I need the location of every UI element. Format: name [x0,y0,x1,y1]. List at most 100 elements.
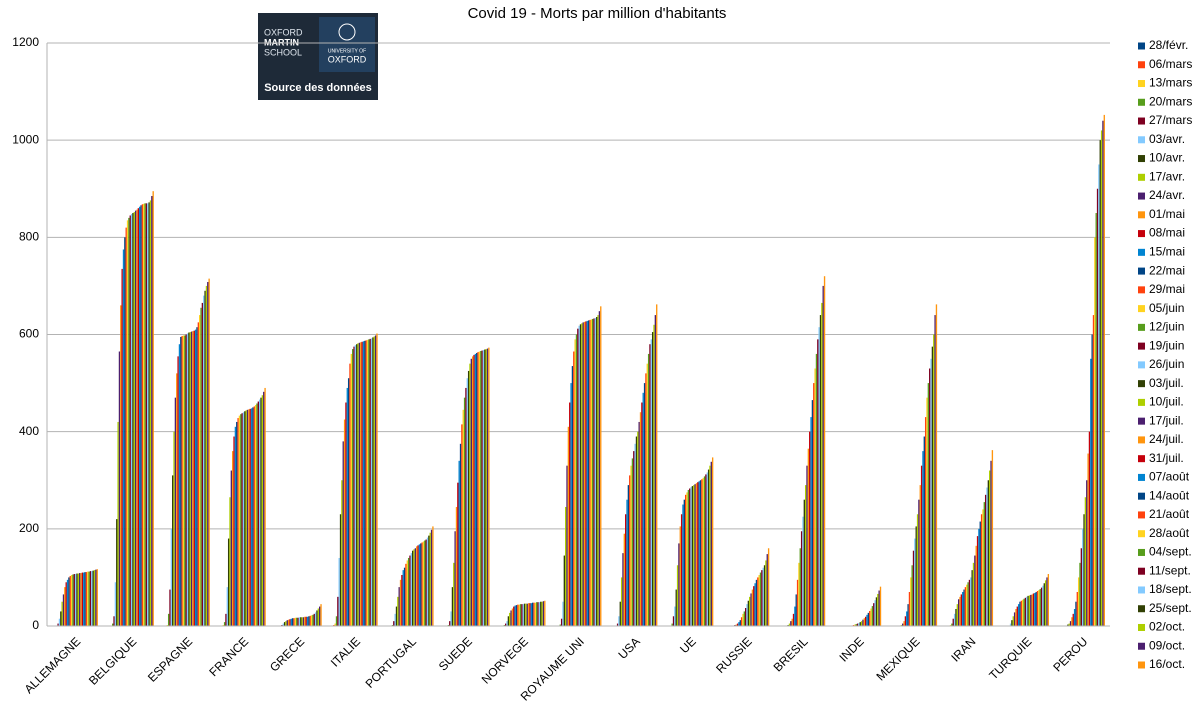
legend-label: 03/avr. [1149,132,1185,146]
bar [1032,593,1035,626]
bar [902,623,904,626]
bar [193,330,195,626]
bar [453,562,455,626]
bar [68,577,70,626]
bar [89,571,92,626]
bar [694,484,696,626]
bar [76,573,78,626]
bar [761,570,763,626]
bar [622,553,624,626]
legend-label: 24/avr. [1149,188,1185,202]
bar [766,554,768,626]
bar [240,414,242,626]
bar [412,550,414,626]
bar [966,584,968,626]
bar [912,550,915,626]
bar [933,334,935,626]
bar [806,465,808,626]
bar [804,485,807,626]
bar [485,349,487,626]
bar [185,334,187,626]
bar [983,502,985,626]
bar [582,322,584,626]
x-tick-label: PEROU [1050,634,1090,674]
bar [223,622,226,626]
y-tick-label: 0 [32,618,39,632]
bar [871,606,874,626]
bar [1076,591,1078,626]
bar [339,514,342,626]
bar [298,617,301,626]
legend-label: 13/mars [1149,76,1192,90]
bar [907,604,909,626]
bar [250,408,253,626]
bar [526,603,528,626]
legend-label: 12/juin [1149,320,1184,334]
bar [538,602,541,626]
legend-swatch [1138,417,1145,425]
bar [394,613,396,626]
bar [631,458,634,626]
bar [970,577,972,626]
bar [141,204,144,626]
bar [591,318,594,626]
bar [450,611,452,626]
bar [542,601,545,626]
bar [653,324,655,626]
bar [128,217,130,626]
bar [473,354,475,626]
bar [62,594,65,626]
bar [134,210,137,627]
x-tick-label: UE [677,634,699,656]
bar [513,606,515,626]
bar [823,276,826,626]
bar [416,546,418,626]
bar [968,579,971,626]
bar [180,336,182,626]
bar [1075,601,1077,626]
bar [753,586,755,626]
bar [702,477,704,626]
bar [903,621,905,626]
bar [69,575,71,626]
bar [590,319,592,626]
bar [1016,606,1018,626]
x-tick-label: ITALIE [328,634,363,669]
bar [910,577,912,626]
bar [1040,587,1043,626]
bar [687,489,690,626]
bar [574,339,576,626]
bar [260,397,262,626]
bar [618,616,620,626]
bar [467,370,470,626]
bar [573,351,575,626]
legend-swatch [1138,342,1145,350]
bar [739,620,741,626]
x-tick-label: USA [615,634,642,661]
bar [421,542,423,626]
bar [710,461,712,626]
bar [915,526,917,626]
bar [1027,595,1029,626]
bar [1080,548,1083,626]
bar [930,358,932,626]
bar [312,614,314,626]
bar [118,351,121,626]
bar [959,596,961,626]
bar [683,499,685,626]
bar [675,589,677,626]
bar [424,540,426,626]
bar [740,617,743,626]
bar [80,573,82,626]
bar [85,572,88,626]
bar [112,623,114,626]
bar [1095,213,1097,626]
bar [186,333,189,626]
bar [856,623,859,626]
bar [1017,604,1020,626]
bar [986,487,988,626]
bar [1094,237,1096,627]
bar [362,341,365,626]
bar [821,302,823,626]
bar [354,345,357,626]
